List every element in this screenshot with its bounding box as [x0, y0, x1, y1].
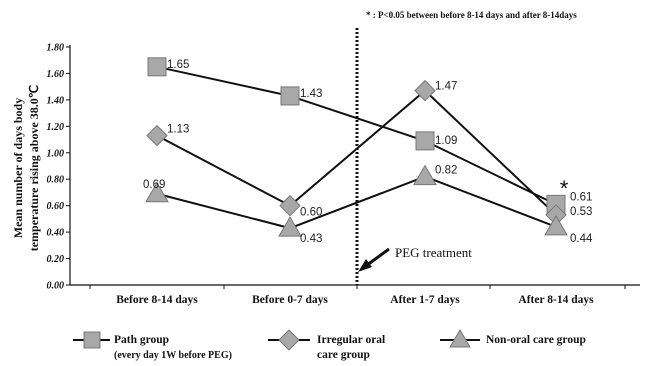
- legend-item-path-group: Path group (every day 1W before PEG): [73, 331, 232, 361]
- y-tick-label: 1.40: [47, 95, 65, 106]
- legend-label-non-oral-care-group: Non-oral care group: [486, 334, 586, 346]
- y-tick-label: 1.00: [47, 148, 65, 159]
- x-tick-label: After 1-7 days: [390, 294, 460, 306]
- legend-triangle-marker: [449, 329, 471, 348]
- significance-asterisk: *: [560, 176, 569, 201]
- triangle-data-point: [278, 216, 302, 237]
- data-label: 1.43: [300, 88, 322, 100]
- y-tick-label: 0.80: [47, 175, 65, 186]
- y-tick-label: 1.80: [47, 43, 65, 54]
- legend: Path group (every day 1W before PEG) Irr…: [73, 329, 586, 361]
- data-label: 1.09: [435, 135, 457, 147]
- y-tick-label: 0.00: [47, 281, 65, 292]
- square-data-point: [415, 131, 435, 151]
- diamond-data-point: [279, 194, 301, 217]
- data-label: 0.61: [570, 191, 592, 203]
- peg-treatment-arrow: [358, 247, 390, 272]
- data-label: 0.69: [143, 179, 165, 191]
- series-line-square: [156, 65, 557, 206]
- series-line-diamond: [156, 89, 557, 216]
- square-data-point: [147, 57, 167, 77]
- data-label: 0.82: [435, 165, 457, 177]
- triangle-data-point: [413, 164, 437, 186]
- y-tick-label: 0.60: [47, 201, 65, 212]
- triangle-data-point: [544, 214, 568, 236]
- legend-item-irregular-oral-care-group: Irregular oral care group: [268, 329, 385, 361]
- x-tick-label: Before 8-14 days: [116, 294, 198, 306]
- significance-note: * : P<0.05 between before 8-14 days and …: [366, 10, 577, 20]
- x-tick-label: After 8-14 days: [518, 294, 594, 306]
- legend-sublabel-path-group: (every day 1W before PEG): [114, 350, 232, 361]
- data-label: 1.65: [167, 59, 189, 71]
- triangle-data-point: [145, 181, 169, 203]
- data-label: 0.60: [300, 207, 322, 219]
- data-label: 0.44: [570, 233, 593, 245]
- y-tick-label: 1.20: [47, 122, 65, 133]
- peg-treatment-label: PEG treatment: [395, 245, 472, 260]
- legend-diamond-marker: [278, 329, 300, 351]
- legend-label-path-group: Path group: [114, 334, 169, 346]
- legend-square-marker: [83, 331, 101, 349]
- legend-item-non-oral-care-group: Non-oral care group: [440, 329, 586, 348]
- y-tick-label: 0.40: [47, 228, 65, 239]
- diamond-data-point: [146, 124, 168, 147]
- data-label: 1.13: [167, 124, 189, 136]
- y-axis-label-line1: Mean number of days body: [11, 98, 25, 238]
- y-tick-label: 0.20: [47, 254, 65, 265]
- diamond-data-point: [414, 79, 436, 102]
- y-tick-label: 1.60: [47, 69, 65, 80]
- x-tick-label: Before 0-7 days: [252, 294, 328, 306]
- data-label: 1.47: [435, 81, 457, 93]
- data-label: 0.53: [570, 206, 592, 218]
- legend-label-irregular-line1: Irregular oral: [317, 334, 385, 346]
- square-data-point: [280, 86, 300, 106]
- legend-label-irregular-line2: care group: [317, 349, 370, 361]
- y-axis-label-line2: temperature rising above 38.0℃: [27, 85, 41, 252]
- data-label: 0.43: [300, 233, 322, 245]
- series-line-triangle: [156, 175, 557, 230]
